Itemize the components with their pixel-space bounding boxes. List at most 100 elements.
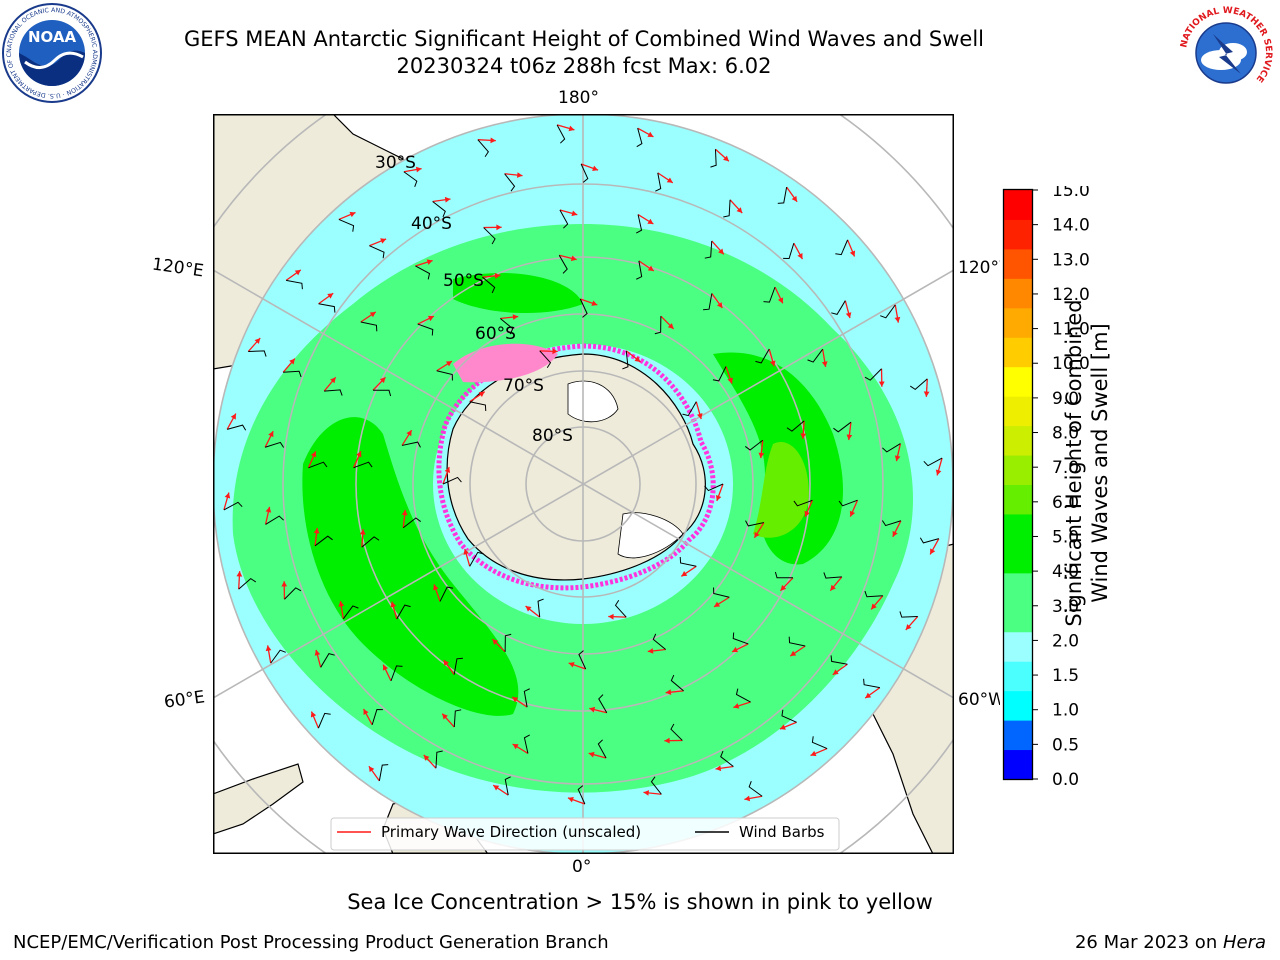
wave-arrow-head: [281, 581, 288, 587]
wind-barb: [823, 572, 842, 579]
colorbar-swatch: [1004, 425, 1032, 456]
noaa-logo: NATIONAL OCEANIC AND ATMOSPHERIC ADMINIS…: [0, 0, 103, 104]
wind-barb: [597, 739, 607, 759]
wave-arrow-head: [935, 469, 942, 476]
wind-barb: [786, 420, 805, 432]
polar-map: 30°S 40°S 50°S 60°S 70°S 80°S Primary Wa…: [213, 114, 954, 854]
lon-label-120w: 120°W: [958, 258, 1000, 278]
colorbar-tick-label: 0.0: [1052, 770, 1079, 786]
wind-barb: [704, 240, 713, 259]
wave-arrow-head: [443, 659, 450, 666]
wave-arrow-head: [268, 431, 274, 438]
colorbar-tick-label: 14.0: [1052, 216, 1090, 236]
wind-barb: [539, 350, 552, 369]
colorbar-swatches: [1004, 190, 1032, 780]
wave-arrow-head: [516, 172, 523, 178]
wave-arrow-head: [665, 689, 672, 696]
wave-arrow-head: [930, 548, 936, 555]
wind-barb: [655, 172, 662, 192]
wind-barb: [415, 265, 431, 280]
wind-barb: [284, 587, 302, 600]
footer-date-text: 26 Mar 2023 on: [1074, 932, 1223, 953]
colorbar-tick-label: 6.0: [1052, 493, 1079, 513]
wind-barb: [882, 443, 901, 453]
colorbar-tick-label: 12.0: [1052, 285, 1090, 305]
wind-barb: [439, 586, 454, 602]
wind-barb: [372, 389, 392, 397]
wave-arrow-head: [664, 737, 670, 744]
wind-barb: [899, 611, 918, 618]
wave-arrow-head: [492, 639, 499, 645]
wind-barb: [755, 348, 770, 364]
lat-label-70s: 70°S: [503, 376, 544, 396]
wind-barb: [435, 750, 443, 769]
wave-arrow-head: [696, 413, 703, 420]
wave-arrow-head: [338, 601, 345, 607]
colorbar-tick-label: 1.5: [1052, 666, 1079, 686]
colorbar-tick-label: 2.0: [1052, 631, 1079, 651]
wave-band-5m: [753, 442, 809, 538]
colorbar-swatch: [1004, 366, 1032, 397]
colorbar-tick-label: 1.0: [1052, 701, 1079, 721]
wind-barb: [371, 708, 383, 725]
wind-barb: [781, 709, 797, 723]
colorbar-swatch: [1004, 631, 1032, 662]
weddell-ice-shelf: [617, 512, 684, 559]
wind-barb: [919, 537, 939, 544]
nws-logo: NATIONAL WEATHER SERVICE: [1175, 2, 1277, 104]
wave-arrow-head: [846, 434, 853, 441]
colorbar-tick-label: 7.0: [1052, 458, 1079, 478]
wind-barb: [748, 781, 763, 797]
wave-arrow-head: [310, 711, 317, 718]
wave-arrow-head: [779, 724, 786, 730]
wind-barb: [636, 260, 643, 280]
colorbar-swatch: [1004, 219, 1032, 250]
ross-ice-shelf: [567, 380, 619, 423]
wave-arrow-head: [744, 795, 751, 802]
wind-barb: [308, 461, 328, 469]
wind-barb: [401, 441, 421, 448]
wave-arrow-head: [478, 391, 485, 397]
wave-arrow-head: [791, 195, 798, 202]
colorbar-swatch: [1004, 720, 1032, 751]
wind-barb: [654, 316, 662, 335]
colorbar-swatch: [1004, 337, 1032, 368]
wave-arrow-head: [349, 211, 356, 218]
wind-barb: [650, 776, 662, 795]
wave-arrow-head: [810, 750, 817, 757]
wind-barb: [744, 439, 764, 451]
wind-barb: [265, 515, 284, 525]
wind-barb: [227, 424, 247, 431]
wind-barb: [504, 173, 516, 192]
wave-arrow-head: [871, 603, 877, 610]
wind-barb: [432, 201, 446, 218]
colorbar-swatch: [1004, 690, 1032, 721]
wind-barb: [403, 171, 418, 187]
wave-arrow-head: [369, 311, 376, 318]
wind-barb: [723, 199, 731, 218]
colorbar-tick-label: 5.0: [1052, 527, 1079, 547]
wave-arrow-head: [830, 584, 836, 591]
wind-barb: [793, 499, 813, 507]
colorbar-label-line2: Wind Waves and Swell [m]: [1088, 323, 1112, 603]
wind-barb: [317, 712, 331, 729]
wave-arrow-head: [878, 381, 885, 387]
wave-arrow-head: [390, 601, 397, 608]
wind-barb: [703, 293, 713, 311]
wind-barb: [342, 605, 359, 620]
wave-arrow-head: [265, 645, 272, 652]
wave-arrow-head: [356, 451, 362, 458]
wave-arrow-head: [463, 548, 470, 555]
wind-barb: [318, 303, 336, 313]
wave-arrow-head: [445, 361, 452, 367]
wave-arrow-head: [415, 166, 422, 173]
wind-barb: [483, 227, 496, 245]
wave-arrow-head: [892, 530, 898, 537]
wind-barb: [442, 476, 462, 485]
wave-arrow-head: [758, 452, 765, 459]
wave-band-4m-north: [453, 273, 583, 314]
wind-barb: [670, 674, 684, 692]
wave-arrow-head: [754, 531, 760, 538]
wave-arrow-head: [236, 571, 243, 577]
wave-arrow-head: [444, 196, 451, 203]
